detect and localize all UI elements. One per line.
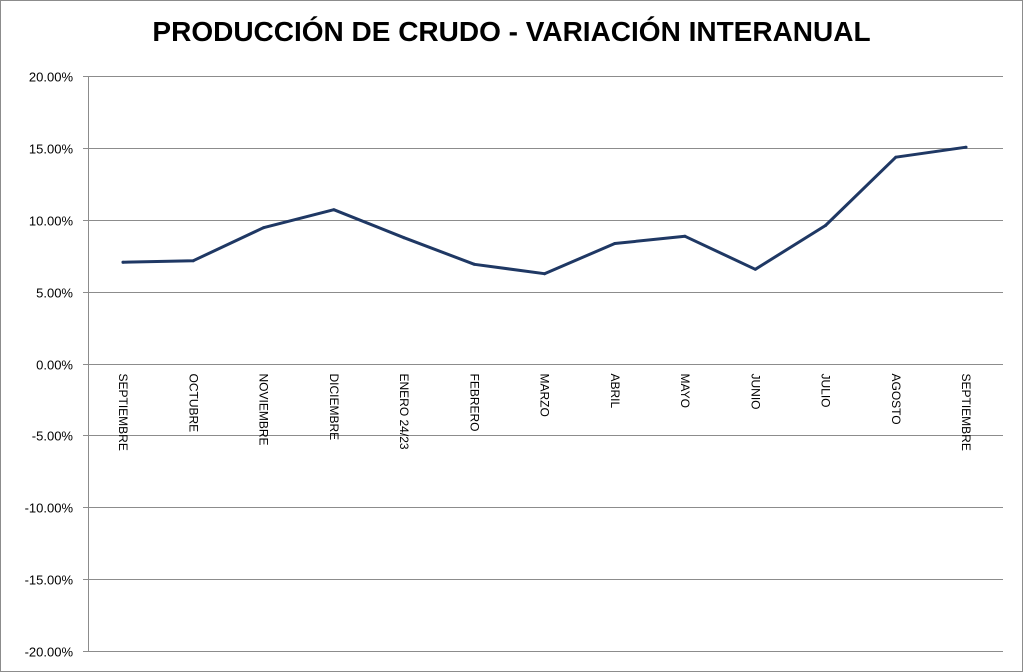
data-point xyxy=(613,242,617,245)
x-axis-category-labels: SEPTIEMBRE OCTUBRE NOVIEMBRE DICIEMBRE ENERO… xyxy=(116,374,973,451)
data-point xyxy=(543,272,546,276)
x-category-label: ABRIL xyxy=(608,374,622,409)
series-layer xyxy=(121,145,968,276)
x-category-label: JUNIO xyxy=(748,374,762,410)
y-tick-label: 15.00% xyxy=(29,142,74,157)
y-tick-label: -20.00% xyxy=(25,645,74,660)
x-category-label: OCTUBRE xyxy=(186,374,200,433)
y-tick-label: 20.00% xyxy=(29,70,74,85)
x-category-label: SEPTIEMBRE xyxy=(959,374,973,451)
y-axis-tick-labels: 20.00% 15.00% 10.00% 5.00% 0.00% -5.00% -10.00… xyxy=(25,70,74,660)
y-tick-label: 0.00% xyxy=(36,358,73,373)
y-tick-label: -5.00% xyxy=(32,429,74,444)
x-category-label: DICIEMBRE xyxy=(327,374,341,441)
data-point xyxy=(824,224,827,227)
x-category-label: JULIO xyxy=(819,374,833,408)
x-category-label: ENERO 24/23 xyxy=(397,374,411,450)
data-point xyxy=(402,236,406,240)
data-point xyxy=(262,226,265,230)
x-category-label: AGOSTO xyxy=(889,374,903,425)
gridlines xyxy=(88,76,1003,652)
data-point xyxy=(332,208,336,212)
chart-title: PRODUCCIÓN DE CRUDO - VARIACIÓN INTERANU… xyxy=(152,16,871,47)
x-category-label: SEPTIEMBRE xyxy=(116,374,130,451)
x-category-label: MARZO xyxy=(538,374,552,417)
series-line xyxy=(121,145,968,276)
y-tick-label: 10.00% xyxy=(29,214,74,229)
y-tick-label: -10.00% xyxy=(25,501,74,516)
data-point xyxy=(472,262,476,266)
y-tick-label: 5.00% xyxy=(36,286,73,301)
axes xyxy=(83,76,89,652)
data-point xyxy=(753,267,757,271)
data-point xyxy=(683,234,687,238)
data-point xyxy=(894,155,898,159)
data-point xyxy=(121,260,125,264)
y-tick-label: -15.00% xyxy=(25,573,74,588)
x-category-label: FEBRERO xyxy=(467,374,481,432)
x-category-label: NOVIEMBRE xyxy=(257,374,271,446)
data-point xyxy=(191,259,195,263)
x-category-label: MAYO xyxy=(678,374,692,408)
data-point xyxy=(964,145,968,149)
